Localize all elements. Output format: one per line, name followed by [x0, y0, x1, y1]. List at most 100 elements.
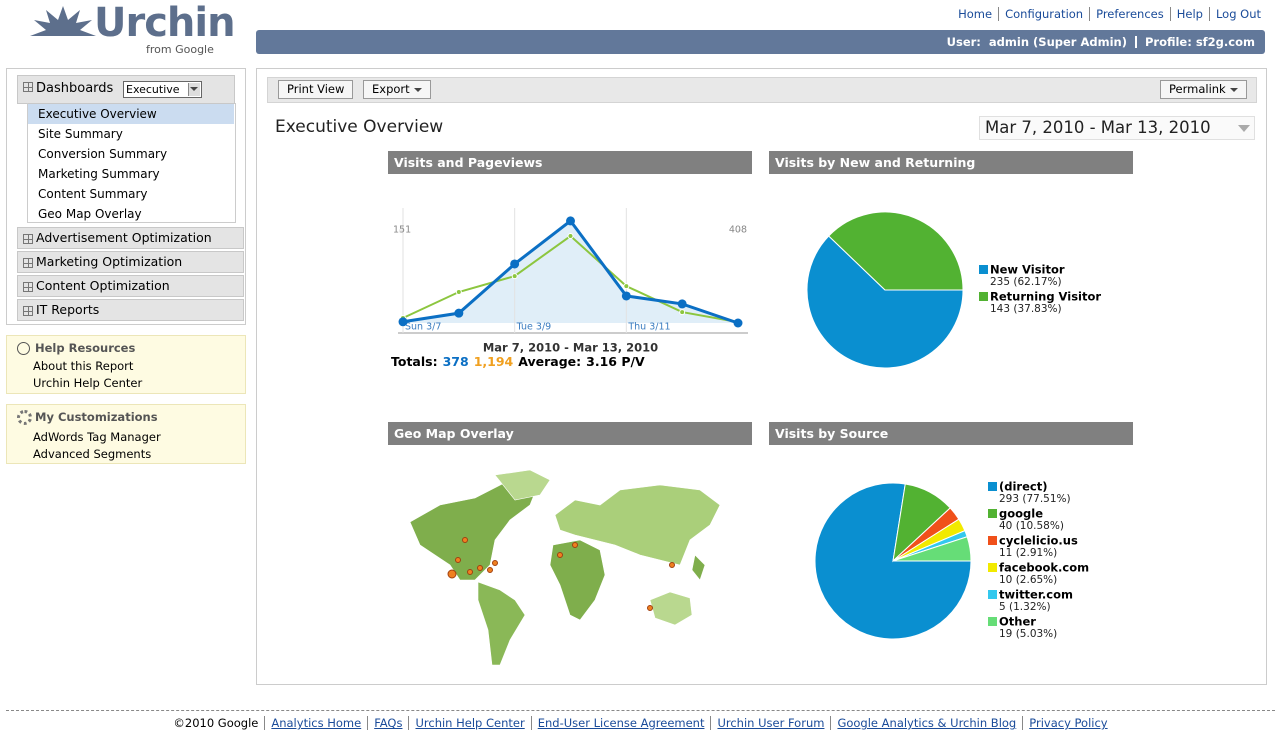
- box-title: My Customizations: [35, 410, 158, 424]
- footer-link[interactable]: Privacy Policy: [1022, 716, 1113, 730]
- select-value: Executive: [126, 83, 180, 96]
- menu-item[interactable]: Geo Map Overlay: [38, 207, 142, 221]
- section[interactable]: IT Reports: [17, 299, 244, 321]
- section-label: Content Optimization: [36, 278, 170, 293]
- copyright: ©2010 Google: [173, 716, 259, 730]
- pie-slice: [806, 235, 964, 369]
- average-label: Average:: [518, 354, 582, 369]
- logo: Urchin: [94, 0, 236, 46]
- point: [454, 308, 464, 318]
- date-range: Mar 7, 2010 - Mar 13, 2010: [985, 118, 1211, 137]
- footer-link[interactable]: Urchin Help Center: [408, 716, 530, 730]
- value-label: 10 (2.65%): [999, 574, 1057, 586]
- custom-link[interactable]: AdWords Tag Manager: [33, 430, 161, 444]
- page-title: Executive Overview: [275, 117, 444, 137]
- logo-sub: from Google: [146, 43, 214, 56]
- menu-item[interactable]: Site Summary: [38, 127, 123, 141]
- section[interactable]: Content Optimization: [17, 275, 244, 297]
- x-tick-label: Tue 3/9: [516, 322, 552, 333]
- legend-swatch: [988, 590, 997, 599]
- custom-box: My Customizations AdWords Tag Manager Ad…: [6, 404, 246, 464]
- point: [566, 216, 575, 226]
- legend-label: google: [999, 507, 1043, 521]
- y2-tick-label: 408: [729, 225, 747, 236]
- area: [403, 220, 738, 323]
- widget-header: Geo Map Overlay: [388, 422, 752, 445]
- x-tick-label: Thu 3/11: [627, 322, 670, 333]
- footer-link[interactable]: Urchin User Forum: [710, 716, 830, 730]
- user-bar: User: admin (Super Admin) Profile: sf2g.c…: [256, 30, 1265, 54]
- dashboard-select[interactable]: Executive: [123, 81, 202, 98]
- footer-rule: [6, 710, 1275, 711]
- totals-label: Totals:: [391, 354, 438, 369]
- point: [510, 259, 520, 269]
- dashboard-list: [27, 103, 236, 223]
- point: [398, 317, 408, 327]
- widget-header: Visits and Pageviews: [388, 151, 752, 174]
- value-label: 11 (2.91%): [999, 547, 1057, 559]
- value-label: 40 (10.58%): [999, 520, 1064, 532]
- point: [567, 233, 574, 240]
- geo-visits: [447, 537, 675, 611]
- section-label: Advertisement Optimization: [36, 230, 212, 245]
- help-link[interactable]: Urchin Help Center: [33, 376, 143, 390]
- button-label: Export: [372, 82, 410, 96]
- pie-slice: [828, 211, 964, 291]
- value-label: 293 (77.51%): [999, 493, 1071, 505]
- footer-link[interactable]: FAQs: [367, 716, 408, 730]
- footer-link[interactable]: End-User License Agreement: [530, 716, 711, 730]
- section-label: Marketing Optimization: [36, 254, 183, 269]
- legend-label: Other: [999, 615, 1036, 629]
- dashboards-header[interactable]: Dashboards Executive: [17, 75, 235, 104]
- section[interactable]: Advertisement Optimization: [17, 227, 244, 249]
- legend-label: facebook.com: [999, 561, 1089, 575]
- date-picker[interactable]: Mar 7, 2010 - Mar 13, 2010: [979, 116, 1255, 140]
- print-button[interactable]: Print View: [278, 80, 354, 99]
- total-pageviews: 1,194: [473, 354, 514, 369]
- permalink-button[interactable]: Permalink: [1160, 80, 1247, 99]
- nav-link[interactable]: Log Out: [1208, 7, 1267, 21]
- legend-label: (direct): [999, 480, 1047, 494]
- footer-link[interactable]: Google Analytics & Urchin Blog: [830, 716, 1022, 730]
- average: 3.16 P/V: [586, 354, 645, 369]
- menu-item[interactable]: Content Summary: [38, 187, 148, 201]
- dashboards-label: Dashboards: [36, 81, 114, 96]
- value-label: 19 (5.03%): [999, 628, 1057, 640]
- footer-link[interactable]: Analytics Home: [264, 716, 367, 730]
- value-label: 5 (1.32%): [999, 601, 1051, 613]
- legend-swatch: [988, 482, 997, 491]
- export-button[interactable]: Export: [363, 80, 431, 99]
- menu-item[interactable]: Executive Overview: [28, 104, 234, 124]
- legend-swatch: [988, 536, 997, 545]
- section[interactable]: Marketing Optimization: [17, 251, 244, 273]
- logo-icon: [30, 6, 96, 36]
- nav-link[interactable]: Home: [958, 7, 993, 21]
- legend-label: cyclelicio.us: [999, 534, 1078, 548]
- help-link[interactable]: About this Report: [33, 359, 134, 373]
- legend-swatch: [988, 509, 997, 518]
- menu-item[interactable]: Conversion Summary: [38, 147, 168, 161]
- gear-icon: [17, 410, 32, 425]
- y-tick-label: 151: [393, 225, 411, 236]
- nav-link[interactable]: Help: [1169, 7, 1209, 21]
- menu-item[interactable]: Marketing Summary: [38, 167, 160, 181]
- legend-swatch: [979, 292, 988, 301]
- nav-link[interactable]: Configuration: [998, 7, 1089, 21]
- button-label: Permalink: [1169, 82, 1226, 96]
- help-icon: [17, 342, 30, 355]
- point: [677, 299, 687, 309]
- nav-link[interactable]: Preferences: [1089, 7, 1170, 21]
- value-label: 143 (37.83%): [990, 303, 1062, 315]
- top-nav: Home Configuration Preferences Help Log Out: [952, 7, 1267, 21]
- legend-label: Returning Visitor: [990, 290, 1101, 304]
- totals: Totals: 378 1,194 Average: 3.16 P/V: [391, 354, 645, 369]
- chart-subtitle: Mar 7, 2010 - Mar 13, 2010: [483, 341, 658, 355]
- legend-label: twitter.com: [999, 588, 1073, 602]
- point: [623, 283, 630, 290]
- legend-swatch: [988, 563, 997, 572]
- help-box: Help Resources About this Report Urchin …: [6, 335, 246, 394]
- point: [455, 289, 462, 296]
- custom-link[interactable]: Advanced Segments: [33, 447, 152, 461]
